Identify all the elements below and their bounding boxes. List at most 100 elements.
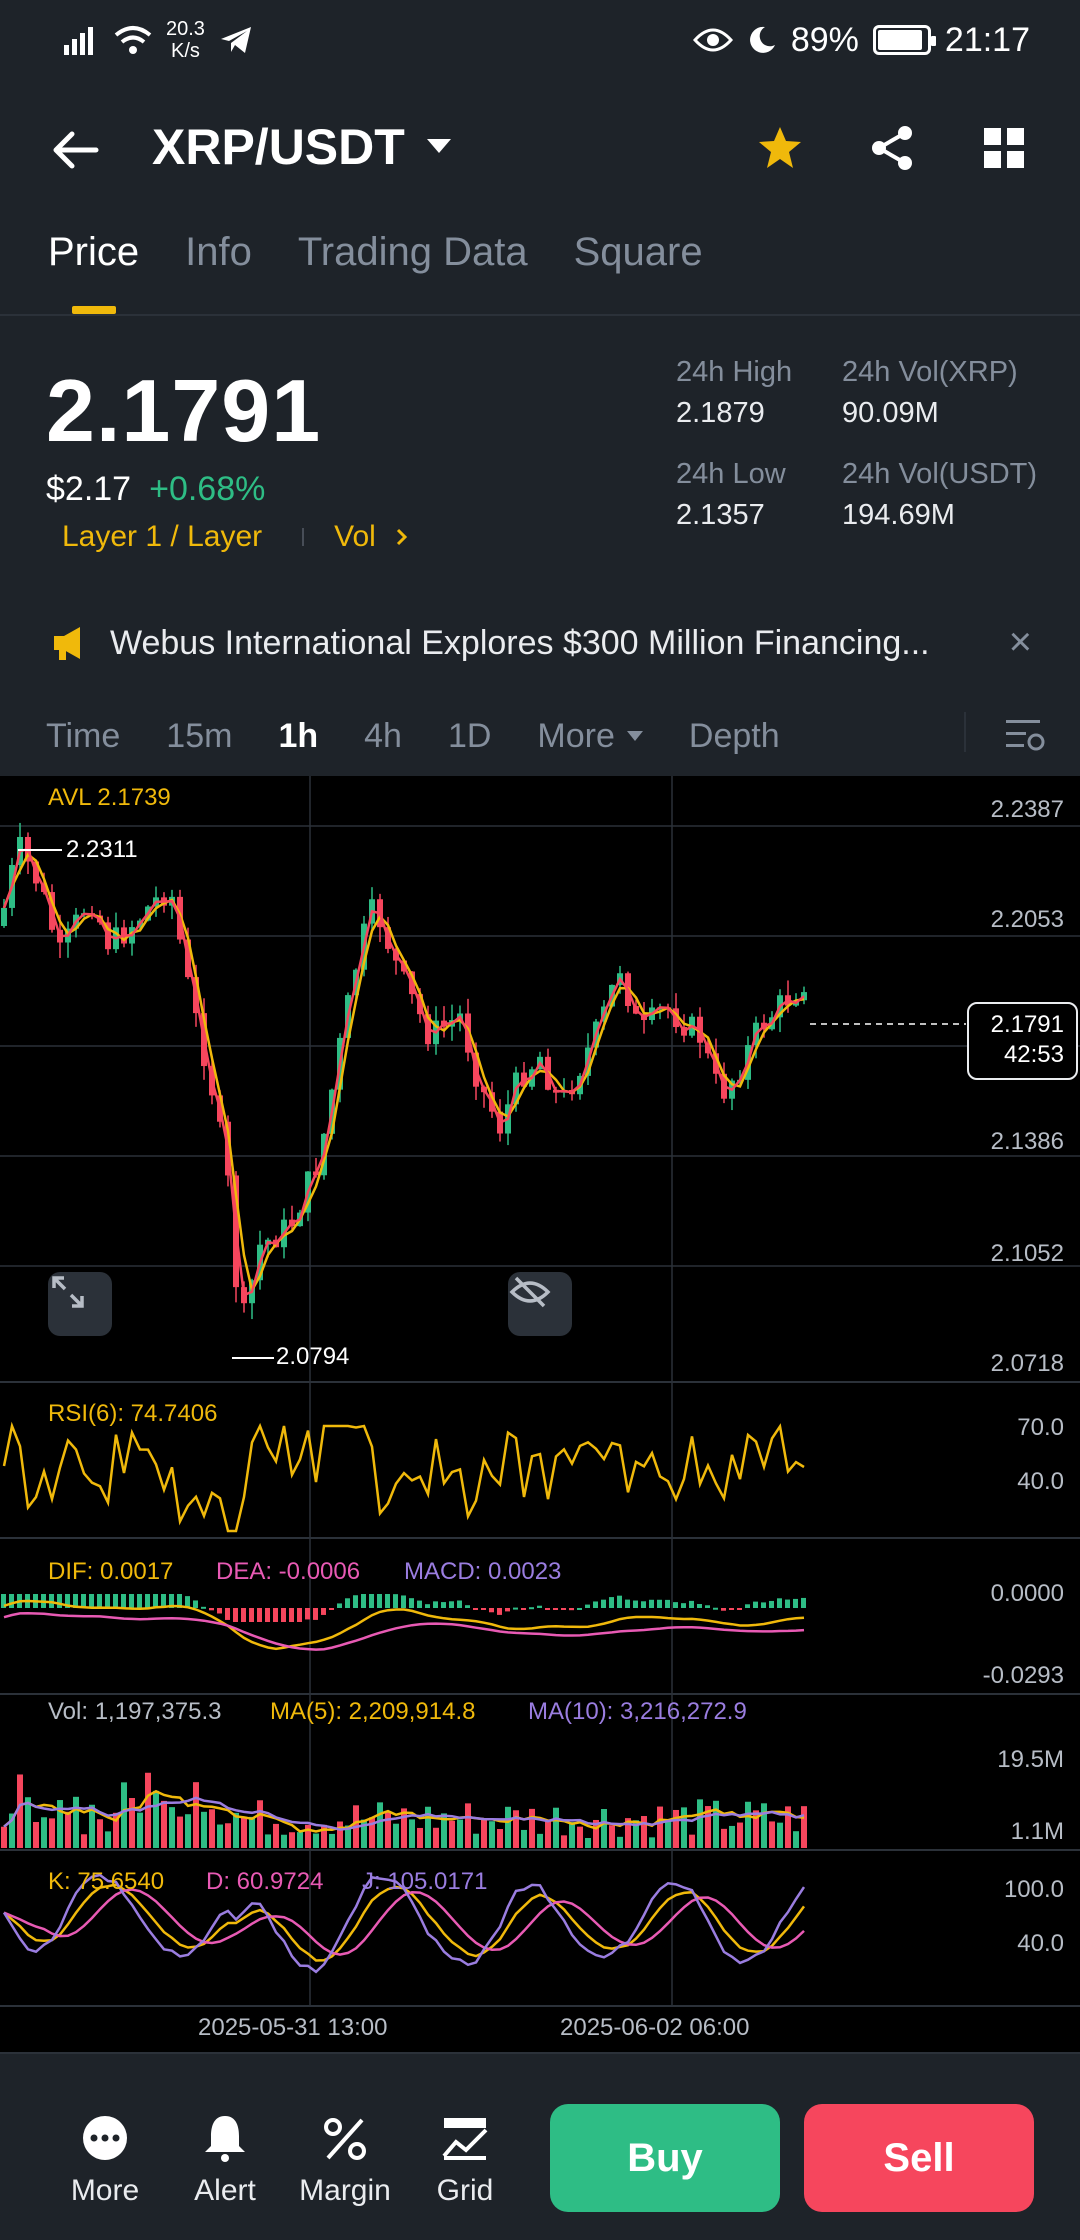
price-axis-1: 2.2387 (990, 796, 1064, 823)
volume-bar (441, 1813, 447, 1848)
macd-bar (761, 1602, 766, 1608)
buy-button[interactable]: Buy (550, 2104, 780, 2212)
alert-label: Alert (194, 2174, 256, 2207)
rsi-label: RSI(6): 74.7406 (48, 1400, 218, 1427)
grid-button[interactable]: Grid (410, 2110, 520, 2208)
candle-countdown: 42:53 (1003, 1041, 1064, 1068)
close-icon[interactable]: × (1008, 620, 1032, 664)
macd-bar (401, 1595, 406, 1608)
volume-bar (249, 1816, 255, 1848)
margin-label: Margin (299, 2174, 391, 2207)
kdj-axis-top: 100.0 (1003, 1876, 1064, 1903)
battery-icon (872, 25, 936, 55)
ma-line-red (2, 847, 805, 1298)
tab-divider (0, 314, 1080, 316)
macd-bar (561, 1608, 566, 1610)
macd-bar (361, 1594, 366, 1608)
macd-bar (729, 1608, 734, 1610)
grid-bot-icon (442, 2118, 488, 2160)
macd-bar (617, 1595, 622, 1608)
depth-tab[interactable]: Depth (688, 716, 780, 755)
volume-bar (241, 1816, 247, 1848)
caret-down-icon (626, 731, 643, 741)
macd-bar (665, 1599, 670, 1608)
macd-bar (721, 1608, 726, 1611)
main-tabs: Price Info Trading Data Square (48, 230, 703, 314)
macd-bar (657, 1599, 662, 1608)
rsi-axis-40: 40.0 (1017, 1468, 1064, 1495)
volume-bar (193, 1782, 199, 1848)
k-label: K: 75.6540 (48, 1868, 165, 1895)
macd-bar (65, 1594, 70, 1608)
high-marker-label: 2.2311 (66, 836, 138, 863)
volume-bar (121, 1782, 127, 1848)
more-button[interactable]: More (50, 2110, 160, 2208)
macd-bar (465, 1605, 470, 1608)
macd-bar (393, 1594, 398, 1608)
chart-settings-icon[interactable] (1004, 714, 1046, 756)
interval-more[interactable]: More (537, 717, 643, 756)
category-link[interactable]: Layer 1 / Layer (62, 520, 263, 553)
chart-canvas (0, 776, 1080, 2007)
interval-4h[interactable]: 4h (364, 716, 402, 755)
dea-line (3, 1611, 805, 1651)
tab-trading-data[interactable]: Trading Data (297, 230, 528, 274)
hide-indicators-button[interactable] (508, 1272, 572, 1336)
volume-bar (385, 1811, 391, 1848)
macd-bar (689, 1600, 694, 1608)
category-row: Layer 1 / Layer Vol (62, 520, 416, 554)
volume-bar (785, 1806, 791, 1848)
macd-histogram (1, 1594, 806, 1622)
share-icon[interactable] (864, 120, 920, 176)
macd-bar (185, 1596, 190, 1608)
volume-bar (65, 1811, 71, 1848)
expand-chart-button[interactable] (48, 1272, 112, 1336)
interval-15m[interactable]: 15m (166, 716, 233, 755)
tab-square[interactable]: Square (573, 230, 703, 274)
interval-bar: Time 15m 1h 4h 1D More Depth (46, 706, 1046, 766)
pair-selector[interactable]: XRP/USDT (152, 118, 453, 176)
interval-1d[interactable]: 1D (447, 716, 492, 755)
volume-bar (409, 1819, 415, 1848)
macd-bar (281, 1608, 286, 1622)
volume-bar (401, 1808, 407, 1848)
macd-bar (473, 1608, 478, 1610)
volume-bar (97, 1819, 103, 1848)
macd-bar (425, 1604, 430, 1608)
sell-button[interactable]: Sell (804, 2104, 1034, 2212)
volume-bar (169, 1807, 175, 1848)
volume-bar (369, 1817, 375, 1848)
interval-1h[interactable]: 1h (278, 716, 319, 755)
vol-xrp-label: 24h Vol(XRP) (842, 356, 1018, 388)
macd-bar (681, 1603, 686, 1608)
macd-bar (713, 1607, 718, 1610)
j-line (2, 1873, 806, 1974)
volume-bar (257, 1800, 263, 1848)
macd-bar (321, 1608, 326, 1615)
macd-bar (353, 1595, 358, 1608)
alert-button[interactable]: Alert (170, 2110, 280, 2208)
tab-info[interactable]: Info (185, 230, 252, 274)
volume-bar (297, 1832, 303, 1848)
macd-bar (9, 1594, 14, 1608)
volume-bar (529, 1808, 535, 1848)
interval-time[interactable]: Time (46, 716, 121, 755)
favorite-star-icon[interactable] (752, 120, 808, 176)
volume-bar (25, 1797, 31, 1848)
vol-link[interactable]: Vol (334, 520, 376, 553)
grid-menu-icon[interactable] (976, 120, 1032, 176)
news-banner[interactable]: Webus International Explores $300 Millio… (0, 610, 1080, 676)
volume-bar (273, 1823, 279, 1848)
volume-bar (625, 1818, 631, 1848)
volume-bar (9, 1813, 15, 1848)
volume-bar (585, 1837, 591, 1848)
chart-area[interactable]: AVL 2.1739 2.2311 2.0794 2.2387 2.2053 2… (0, 776, 1080, 2052)
macd-bar (297, 1608, 302, 1622)
margin-button[interactable]: Margin (290, 2110, 400, 2208)
volume-bars (1, 1772, 807, 1848)
back-arrow-icon[interactable] (48, 122, 104, 178)
macd-bar (593, 1601, 598, 1608)
category-separator (302, 528, 305, 546)
tab-price[interactable]: Price (48, 230, 139, 314)
macd-bar (625, 1599, 630, 1608)
